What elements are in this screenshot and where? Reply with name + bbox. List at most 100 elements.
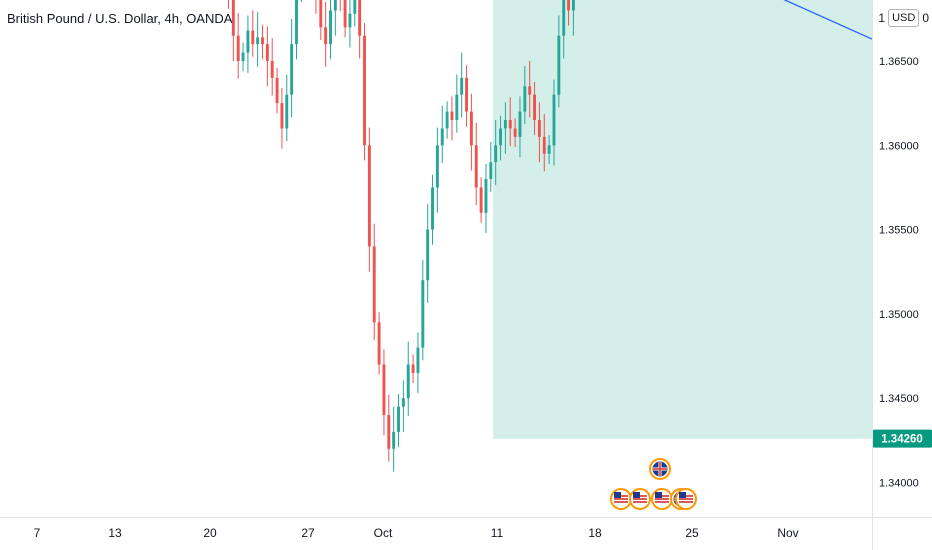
candle-body <box>571 0 575 11</box>
candle-body <box>387 415 391 449</box>
candle-body <box>367 145 371 247</box>
economic-events[interactable] <box>610 458 697 510</box>
position-zones <box>493 0 872 439</box>
us-flag-event-icon[interactable] <box>629 488 651 510</box>
x-tick-label: 11 <box>491 526 504 540</box>
candle-body <box>542 136 546 154</box>
candle-body <box>363 35 366 146</box>
y-tick-label: 1.36500 <box>879 56 919 68</box>
candle-body <box>382 364 386 416</box>
y-tick-label: 1.36000 <box>879 140 919 152</box>
candle-body <box>324 27 328 45</box>
candle-body <box>533 94 537 121</box>
x-tick-label: 27 <box>301 526 315 540</box>
candle-body <box>484 179 488 213</box>
candle-body <box>474 145 478 188</box>
chart-title: British Pound / U.S. Dollar, 4h, OANDA <box>7 11 233 26</box>
scale-number-left: 1 <box>878 11 886 25</box>
candle-body <box>450 111 454 121</box>
candle-body <box>411 364 415 373</box>
y-tick-label: 1.35500 <box>879 225 919 237</box>
x-tick-label: 13 <box>108 526 122 540</box>
candle-body <box>489 162 493 180</box>
candle-body <box>406 364 410 399</box>
x-tick-label: 25 <box>685 526 699 540</box>
candle-body <box>499 128 503 146</box>
candle-body <box>392 431 396 449</box>
us-flag-event-icon[interactable] <box>675 488 697 510</box>
candle-body <box>261 37 264 45</box>
candle-body <box>460 77 464 95</box>
candlestick-series <box>227 0 575 472</box>
candle-body <box>251 30 255 45</box>
candle-body <box>547 145 551 154</box>
candle-body <box>465 77 468 112</box>
uk-flag-event-icon[interactable] <box>649 458 671 480</box>
candle-body <box>348 13 352 28</box>
candle-body <box>557 35 561 95</box>
candle-body <box>377 322 381 365</box>
us-flag-event-icon[interactable] <box>610 488 632 510</box>
badge-bg <box>873 429 932 448</box>
candle-body <box>567 0 571 11</box>
candle-body <box>285 94 289 129</box>
candle-body <box>333 0 337 11</box>
candle-body <box>435 145 439 188</box>
candle-body <box>469 111 473 146</box>
candle-body <box>270 61 274 78</box>
flag-canton <box>655 492 662 498</box>
candle-body <box>513 128 517 137</box>
price-scale-controls: 1 USD 0 <box>875 8 932 28</box>
flag-canton <box>614 492 621 498</box>
candle-body <box>528 86 532 95</box>
candle-body <box>295 0 298 45</box>
candle-body <box>256 37 260 45</box>
candle-body <box>241 52 245 61</box>
candle-body <box>552 94 556 146</box>
candle-body <box>445 111 449 129</box>
x-tick-label: 18 <box>588 526 602 540</box>
candle-body <box>319 0 323 28</box>
y-tick-label: 1.34000 <box>879 478 919 490</box>
flag-canton <box>633 492 640 498</box>
candle-body <box>372 246 376 323</box>
flag-canton <box>679 492 686 498</box>
candle-body <box>401 398 405 407</box>
price-badge-target: 1.34260 <box>873 429 932 448</box>
candle-body <box>537 120 541 137</box>
candle-body <box>562 0 566 36</box>
candle-body <box>290 44 294 95</box>
candle-body <box>358 0 362 36</box>
candle-body <box>518 111 522 137</box>
us-flag-event-icon[interactable] <box>651 488 673 510</box>
candle-body <box>508 120 512 129</box>
candle-body <box>246 30 250 53</box>
candle-body <box>397 406 400 432</box>
price-badges: 1.388821.382881.382821.34260 <box>873 429 932 448</box>
candle-body <box>455 94 459 121</box>
candle-body <box>416 347 420 373</box>
x-tick-label: 20 <box>203 526 217 540</box>
candle-body <box>353 0 357 14</box>
candle-body <box>523 86 527 112</box>
scale-number-right: 0 <box>922 11 929 25</box>
badge-value: 1.34260 <box>881 434 923 446</box>
candle-body <box>431 187 434 230</box>
take-profit-zone <box>493 0 872 439</box>
x-tick-label: Oct <box>374 526 393 540</box>
candle-body <box>343 0 347 28</box>
candle-body <box>421 280 425 348</box>
candle-body <box>236 35 240 61</box>
currency-button[interactable]: USD <box>888 9 920 27</box>
candle-body <box>275 77 279 104</box>
candle-body <box>479 187 483 213</box>
candle-body <box>329 10 332 45</box>
y-tick-label: 1.34500 <box>879 393 919 405</box>
candle-body <box>265 44 269 61</box>
x-tick-label: 7 <box>34 526 41 540</box>
candle-body <box>503 120 507 129</box>
candle-body <box>440 128 444 146</box>
candle-body <box>280 103 284 129</box>
